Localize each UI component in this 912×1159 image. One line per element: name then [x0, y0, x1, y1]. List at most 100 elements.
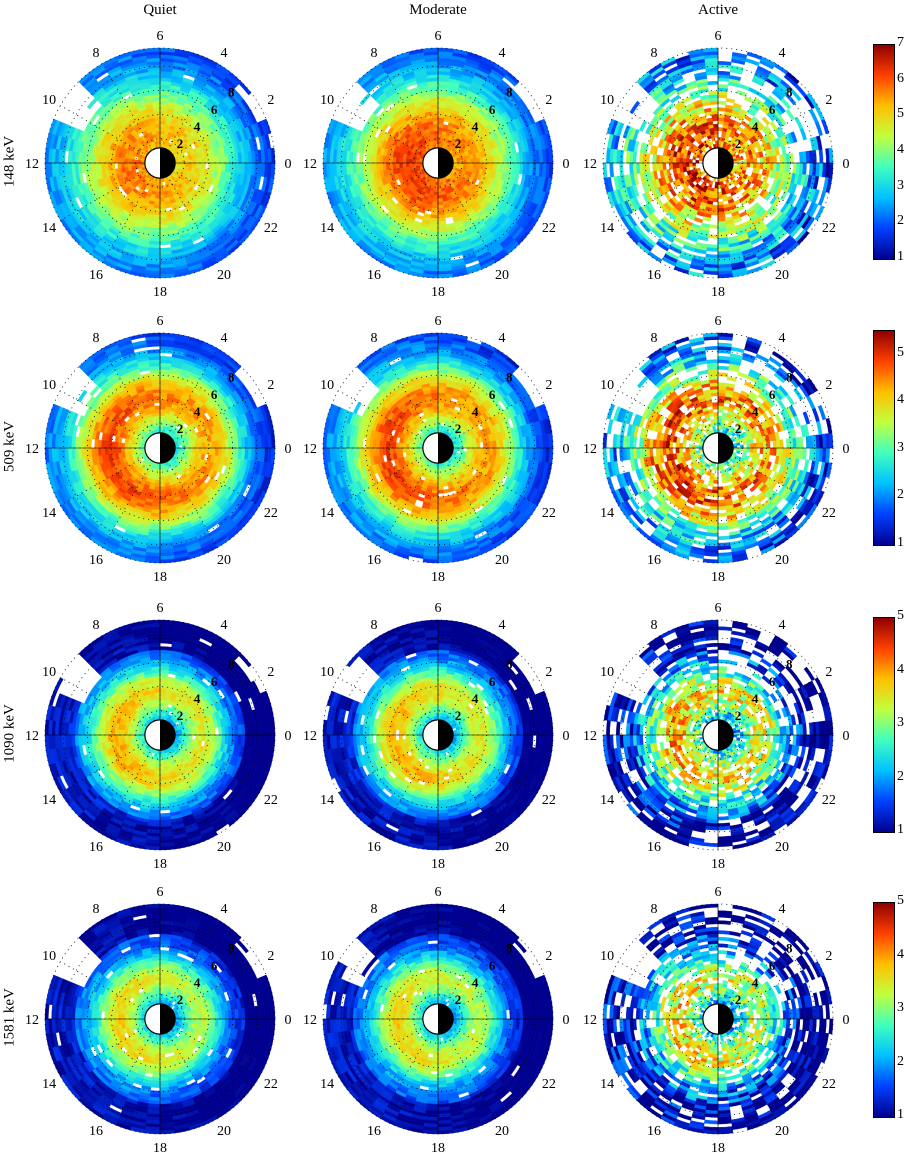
cell	[712, 117, 718, 121]
cell	[438, 131, 442, 135]
cell	[185, 448, 189, 452]
cell	[379, 163, 383, 171]
cell	[155, 195, 160, 199]
cell	[160, 480, 165, 484]
cell	[160, 182, 163, 185]
cell	[105, 156, 109, 163]
mlt-label: 18	[711, 285, 725, 300]
cell	[105, 441, 109, 448]
mlt-label: 10	[600, 93, 614, 108]
mlt-label: 0	[843, 157, 850, 172]
l-shell-label: 2	[177, 136, 184, 151]
cell	[438, 111, 445, 115]
cell	[399, 163, 403, 168]
cell	[176, 448, 179, 450]
cell	[202, 442, 206, 448]
cell	[155, 198, 160, 202]
cell	[696, 160, 699, 163]
cell	[694, 217, 703, 223]
cell	[160, 402, 166, 406]
cell	[156, 134, 160, 138]
cell	[665, 103, 674, 112]
cell	[379, 155, 383, 163]
cell	[480, 163, 484, 169]
cell	[176, 163, 179, 165]
cell	[189, 163, 193, 167]
cell	[718, 71, 730, 75]
cell	[659, 163, 663, 171]
cell	[160, 192, 164, 196]
cell	[718, 144, 720, 147]
cell	[160, 121, 166, 125]
cell	[153, 111, 160, 115]
cell	[134, 160, 138, 163]
cell	[121, 443, 125, 448]
cell	[672, 157, 676, 163]
cell	[128, 448, 132, 452]
cell	[386, 163, 390, 170]
cell	[711, 211, 718, 215]
cell	[154, 487, 160, 491]
cell	[786, 163, 790, 172]
cell	[215, 440, 219, 448]
cell	[676, 157, 680, 163]
cell	[821, 119, 829, 134]
mlt-label: 4	[221, 46, 228, 61]
cell	[416, 160, 419, 163]
cell	[726, 98, 735, 103]
cell	[402, 163, 406, 168]
cell	[105, 163, 109, 170]
cell	[160, 141, 163, 144]
cell	[713, 127, 718, 131]
row-label-2: 1090 keV	[2, 674, 19, 794]
cell	[438, 218, 446, 222]
cell	[160, 124, 165, 128]
cell	[490, 163, 494, 170]
cell	[486, 156, 490, 163]
cell	[185, 159, 189, 163]
cell	[195, 158, 199, 163]
cell	[155, 480, 160, 484]
cell	[433, 127, 438, 131]
cell	[409, 159, 413, 163]
mlt-label: 16	[367, 268, 381, 283]
cell	[157, 467, 160, 470]
cell	[160, 412, 165, 416]
cell	[134, 445, 138, 448]
cell	[707, 81, 718, 85]
cell	[773, 163, 777, 171]
cell	[101, 155, 105, 163]
cell	[711, 108, 718, 112]
cell	[686, 163, 690, 167]
cell	[747, 52, 762, 60]
cell	[454, 163, 457, 165]
cell	[666, 156, 670, 163]
cell	[718, 205, 724, 209]
cell	[124, 448, 128, 453]
cell	[712, 205, 718, 209]
column-title-moderate: Moderate	[358, 2, 518, 19]
cell	[688, 271, 703, 277]
cell	[663, 156, 667, 163]
cell	[158, 464, 160, 467]
cell	[718, 108, 725, 112]
cell	[438, 104, 446, 108]
mlt-label: 20	[495, 268, 509, 283]
cell	[124, 163, 128, 168]
cell	[795, 117, 803, 129]
cell	[160, 487, 166, 491]
cell	[438, 124, 443, 128]
cell	[154, 208, 160, 212]
cell	[800, 128, 807, 140]
cell	[141, 446, 144, 448]
cell	[155, 483, 160, 487]
cell	[160, 426, 163, 429]
cell	[87, 98, 97, 109]
cell	[626, 151, 630, 163]
mlt-label: 14	[42, 221, 56, 236]
cell	[185, 444, 189, 448]
cell	[215, 155, 219, 163]
cell	[155, 409, 160, 413]
cell	[434, 134, 438, 138]
